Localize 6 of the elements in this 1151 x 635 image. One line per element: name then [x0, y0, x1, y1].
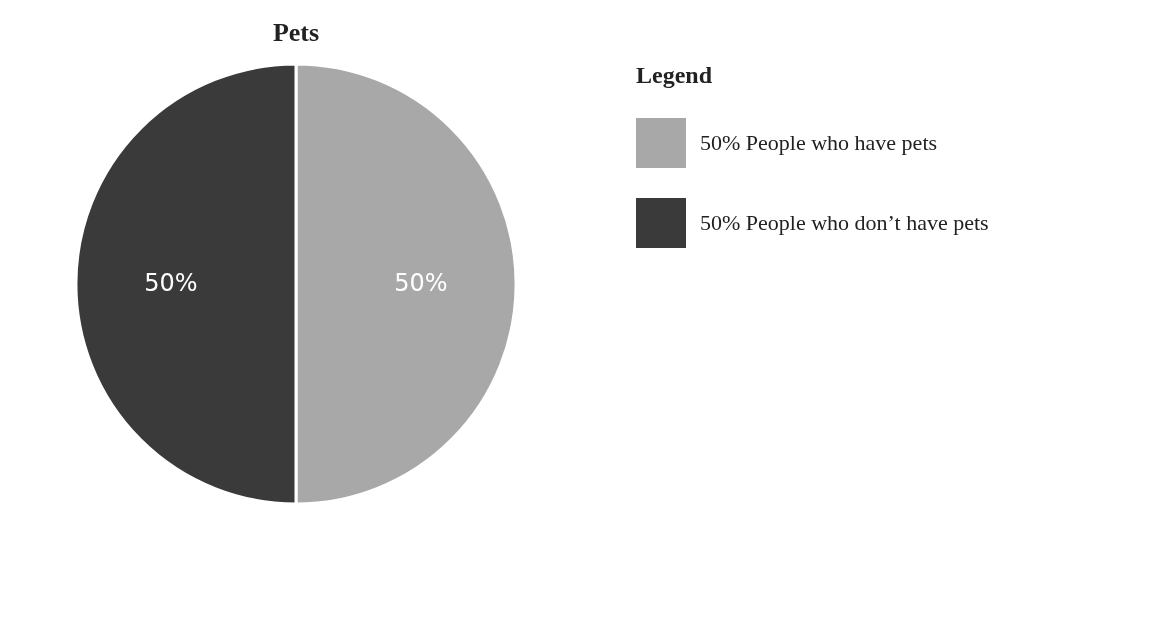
chart-title: Pets [272, 18, 320, 47]
legend-label: 50% People who don’t have pets [700, 210, 989, 235]
data-label: 50% [394, 269, 448, 297]
legend-title: Legend [636, 62, 713, 88]
legend-label: 50% People who have pets [700, 130, 938, 155]
data-label: 50% [144, 269, 198, 297]
